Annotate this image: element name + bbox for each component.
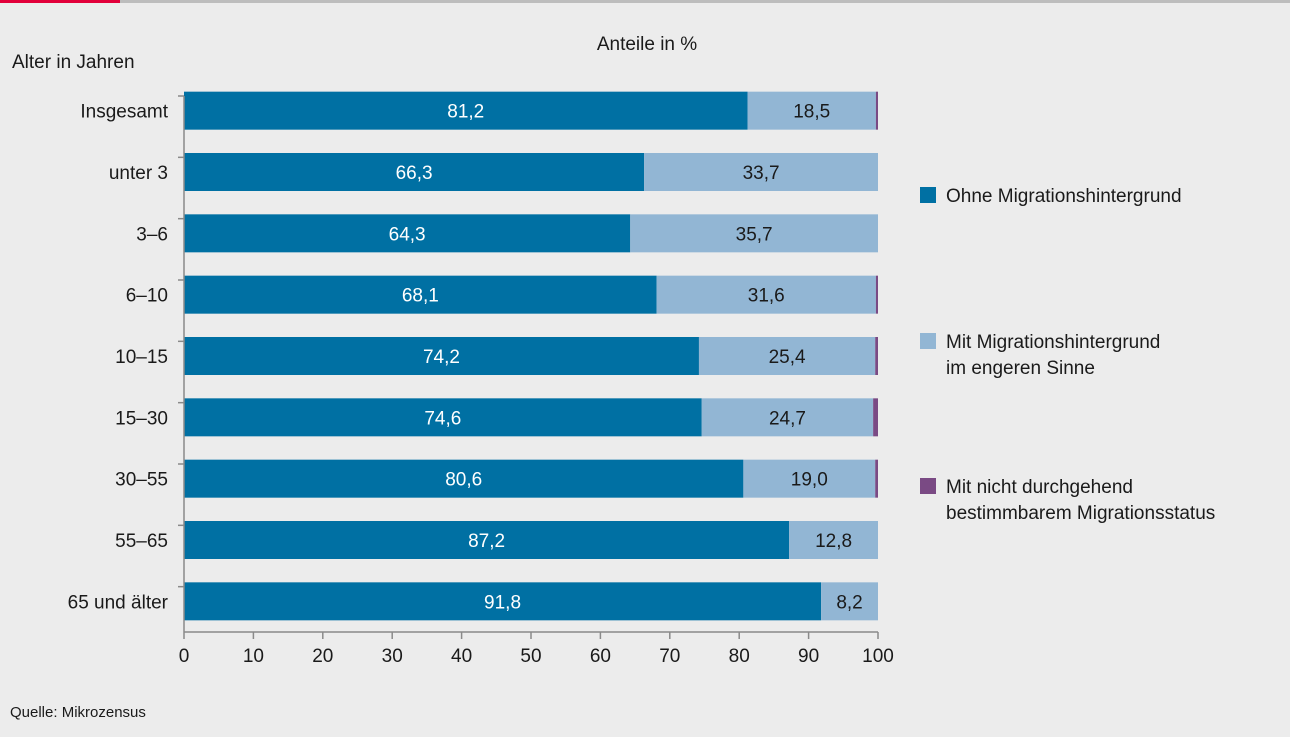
data-label-series-2: 12,8 <box>815 531 852 552</box>
category-label: 65 und älter <box>68 592 169 613</box>
bar-segment-series-1 <box>184 91 748 130</box>
bar-segment-series-2 <box>821 582 878 621</box>
bar-segment-series-2 <box>743 459 876 498</box>
x-axis-tick-label: 40 <box>451 646 472 667</box>
data-label-series-1: 80,6 <box>445 470 482 491</box>
bar-segment-series-2 <box>747 91 876 130</box>
bar-segment-series-1 <box>184 337 699 375</box>
category-label: 6–10 <box>126 286 168 307</box>
data-label-series-2: 24,7 <box>769 408 806 429</box>
bar-segment-series-2 <box>701 398 874 437</box>
bar-segment-series-3 <box>875 459 878 498</box>
x-axis: 0 10 20 30 40 50 60 70 80 90 100 <box>179 631 894 667</box>
top-rule <box>0 0 1290 3</box>
data-label-series-1: 74,6 <box>424 408 461 429</box>
bar-segment-series-2 <box>656 275 876 314</box>
legend-swatch-series-2 <box>920 333 936 349</box>
data-label-series-2: 35,7 <box>736 224 773 245</box>
x-axis-tick-label: 90 <box>798 646 819 667</box>
legend-label-series-2: Mit Migrationshintergrund im engeren Sinn… <box>946 332 1160 379</box>
bar-segment-series-1 <box>184 582 822 621</box>
x-axis-tick-label: 60 <box>590 646 611 667</box>
data-label-series-1: 64,3 <box>389 224 426 245</box>
x-axis-tick-label: 100 <box>862 646 894 667</box>
legend: Ohne Migrationshintergrund Mit Migrations… <box>920 186 1215 524</box>
x-axis-tick-label: 50 <box>520 646 541 667</box>
x-axis-tick-label: 0 <box>179 646 190 667</box>
data-label-series-1: 74,2 <box>423 347 460 368</box>
x-axis-tick-label: 30 <box>382 646 403 667</box>
data-label-series-2: 18,5 <box>793 102 830 123</box>
bar-segment-series-1 <box>184 521 790 559</box>
bar-segment-series-3 <box>875 337 878 375</box>
category-label: 55–65 <box>115 531 168 552</box>
x-axis-tick-label: 10 <box>243 646 264 667</box>
bar-segment-series-3 <box>875 275 878 314</box>
category-label: 15–30 <box>115 408 168 429</box>
category-label: 3–6 <box>136 224 168 245</box>
bar-segment-series-3 <box>875 91 878 130</box>
x-axis-tick-label: 20 <box>312 646 333 667</box>
legend-label-series-3: Mit nicht durchgehend bestimmbarem Migrat… <box>946 477 1215 524</box>
source-note: Quelle: Mikrozensus <box>10 704 146 721</box>
y-axis: Insgesamt unter 3 3–6 6–10 10–15 15–30 30–55 55… <box>68 95 185 632</box>
bar-segment-series-1 <box>184 275 657 314</box>
x-axis-tick-label: 80 <box>729 646 750 667</box>
chart-title: Anteile in % <box>597 34 697 55</box>
data-label-series-1: 91,8 <box>484 592 521 613</box>
x-axis-tick-label: 70 <box>659 646 680 667</box>
data-label-series-2: 31,6 <box>748 286 785 307</box>
bar-segment-series-2 <box>630 214 878 253</box>
bar-segment-series-3 <box>873 398 878 437</box>
legend-swatch-series-3 <box>920 478 936 494</box>
data-label-series-1: 68,1 <box>402 286 439 307</box>
category-label: 10–15 <box>115 347 168 368</box>
y-axis-title: Alter in Jahren <box>12 52 135 73</box>
bar-segment-series-1 <box>184 153 645 191</box>
legend-swatch-series-1 <box>920 187 936 203</box>
bar-segment-series-1 <box>184 398 702 437</box>
bar-segment-series-2 <box>644 153 878 191</box>
data-label-series-1: 81,2 <box>447 102 484 123</box>
data-label-series-2: 25,4 <box>769 347 806 368</box>
data-label-series-2: 8,2 <box>836 592 862 613</box>
bar-segment-series-2 <box>789 521 878 559</box>
bar-segment-series-1 <box>184 459 744 498</box>
data-label-series-1: 66,3 <box>396 163 433 184</box>
category-label: unter 3 <box>109 163 168 184</box>
bar-segment-series-1 <box>184 214 631 253</box>
bars-group: 81,2 18,5 66,3 33,7 64,3 35,7 68,1 31,6 74,2 25,4… <box>184 91 878 621</box>
top-accent-bar <box>0 0 120 3</box>
data-label-series-1: 87,2 <box>468 531 505 552</box>
category-label: Insgesamt <box>80 102 168 123</box>
category-label: 30–55 <box>115 470 168 491</box>
legend-label-series-1: Ohne Migrationshintergrund <box>946 186 1182 207</box>
data-label-series-2: 33,7 <box>743 163 780 184</box>
data-label-series-2: 19,0 <box>791 470 828 491</box>
bar-segment-series-2 <box>698 337 876 375</box>
